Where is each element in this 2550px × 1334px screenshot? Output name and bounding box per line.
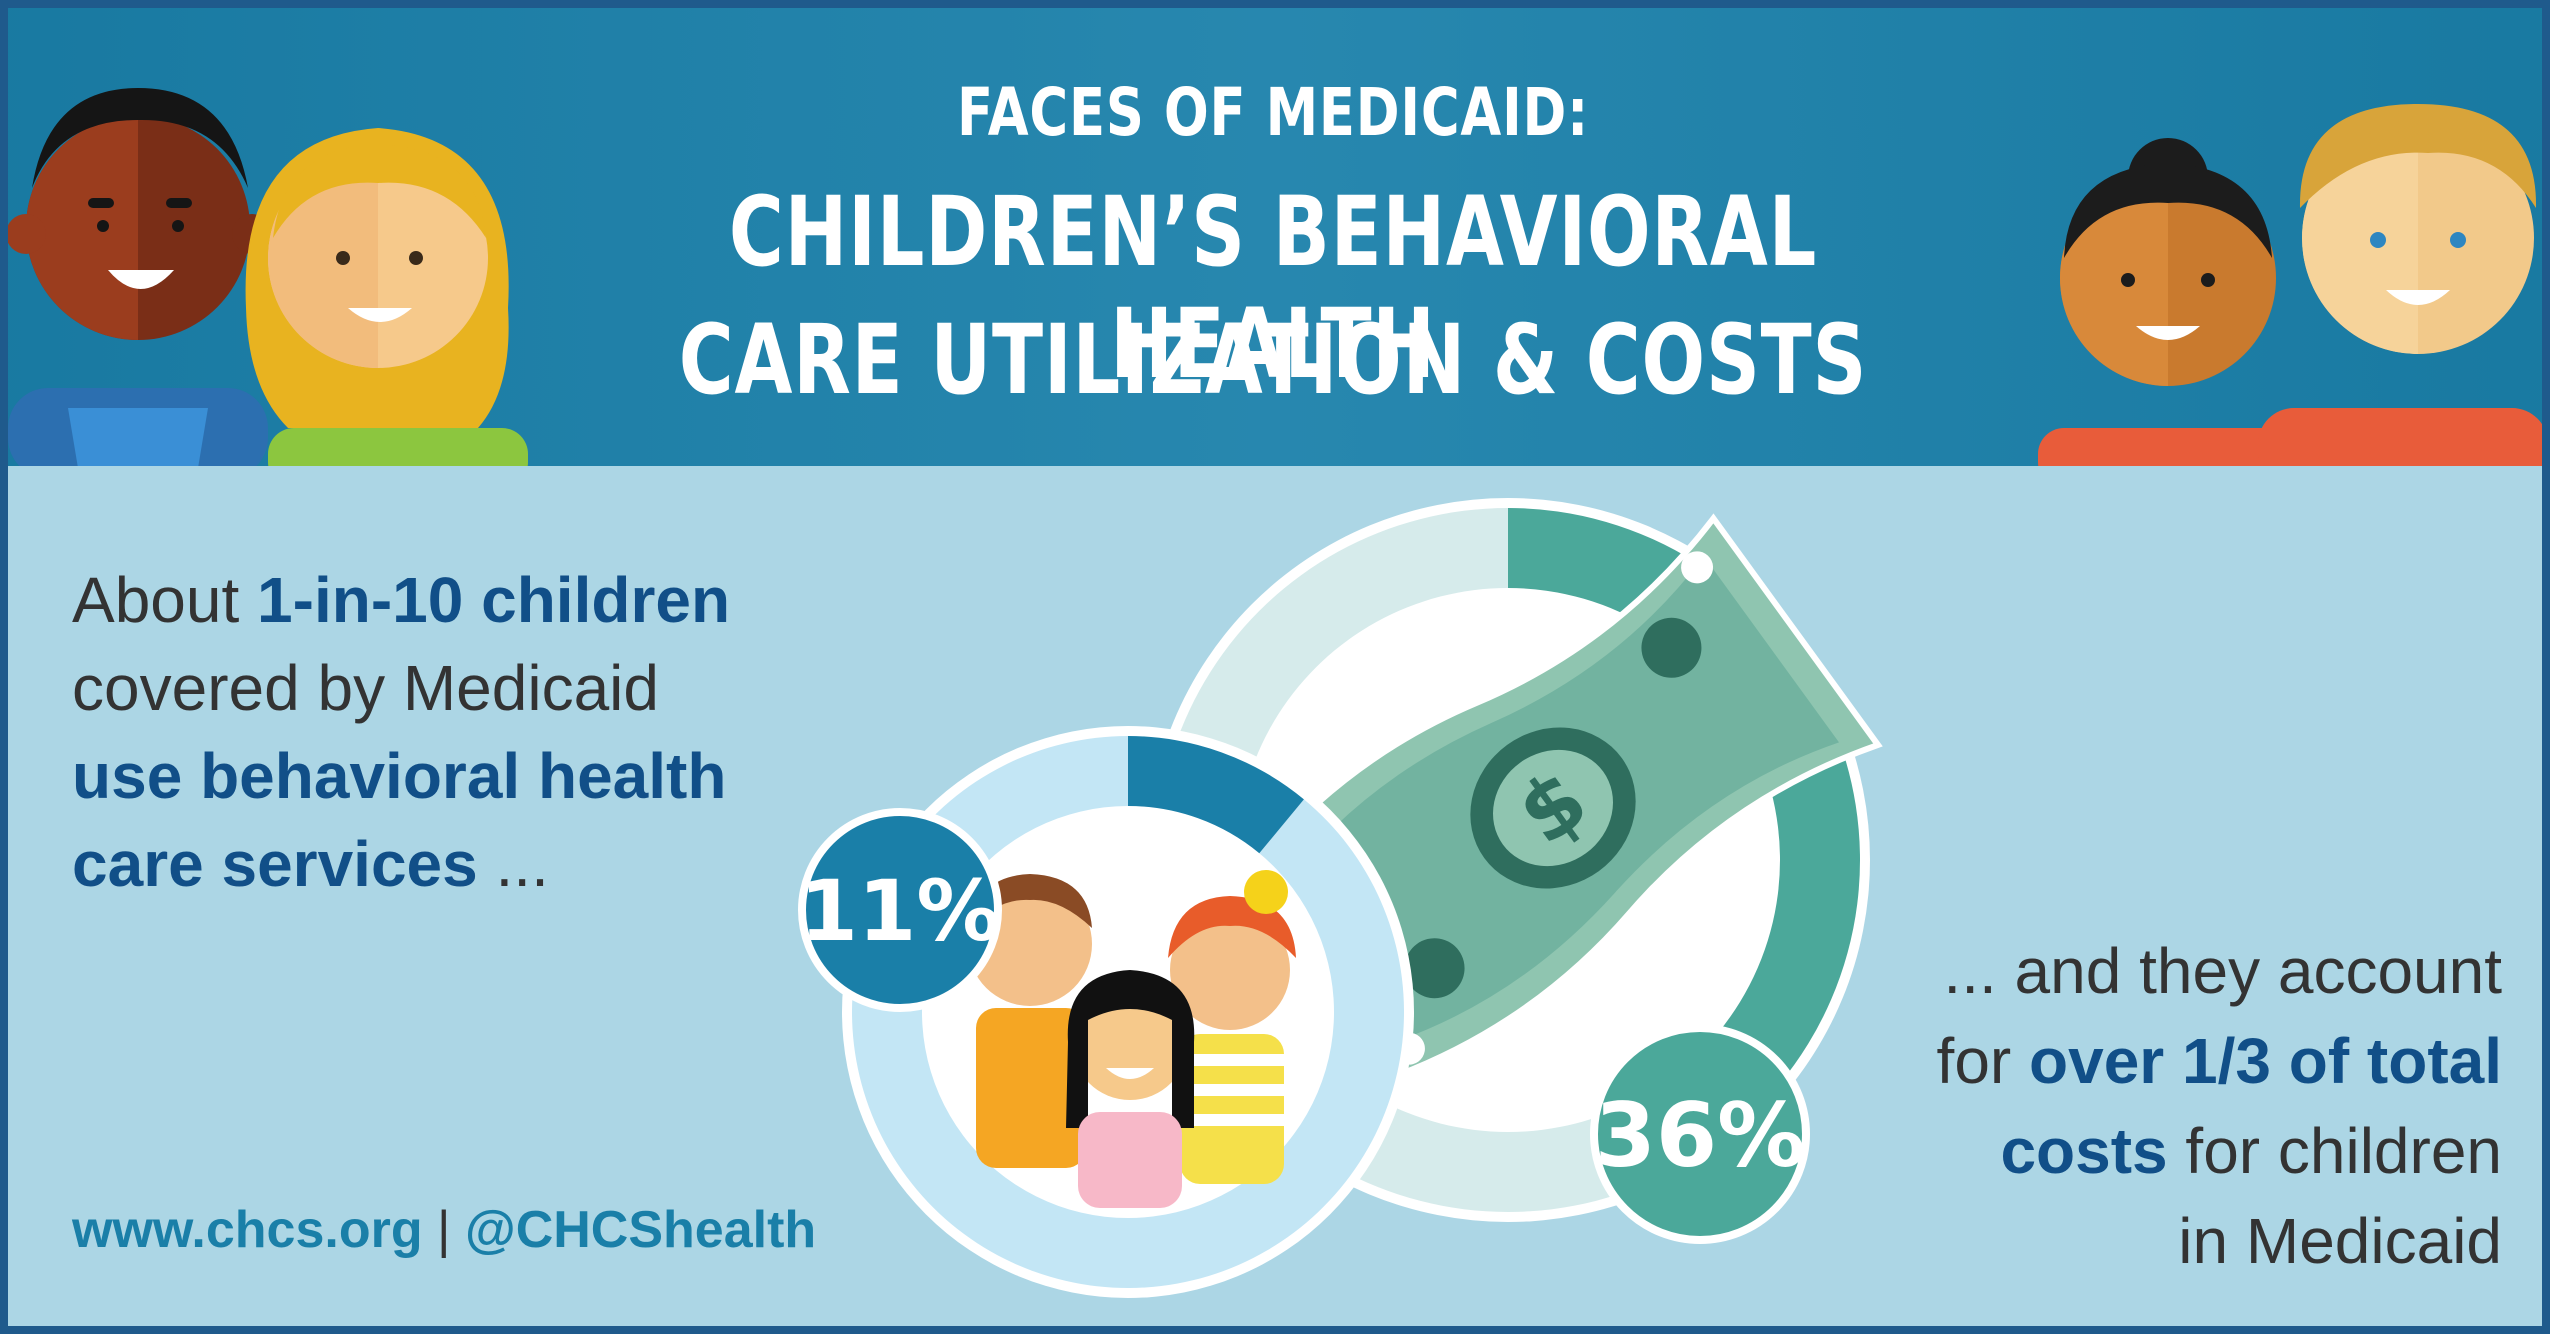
right-line-4: in Medicaid: [2178, 1205, 2502, 1277]
title-line-3: CARE UTILIZATION & COSTS: [678, 304, 1868, 416]
donut-charts: $ 36%: [798, 498, 1883, 1298]
title-line-2: CHILDREN’S BEHAVIORAL HEALTH: [728, 176, 1818, 400]
boy-blond-avatar-icon: [2258, 104, 2542, 466]
girl-brown-avatar-icon: [2038, 138, 2298, 466]
left-line-2: covered by Medicaid: [72, 652, 659, 724]
title-line-1: FACES OF MEDICAID:: [956, 74, 1590, 151]
girl-blonde-avatar-icon: [245, 128, 528, 466]
children-donut-slice: [1128, 736, 1304, 854]
cost-percent-label: 36%: [1595, 1084, 1806, 1187]
left-line-3: use behavioral health: [72, 740, 727, 812]
left-statement: About 1-in-10 children covered by Medica…: [72, 556, 972, 908]
right-line-1: ... and they account: [1943, 935, 2502, 1007]
children-donut-chart: 11%: [798, 726, 1414, 1298]
right-line-2: for over 1/3 of total: [1936, 1025, 2502, 1097]
right-statement: ... and they account for over 1/3 of tot…: [1708, 926, 2502, 1286]
boy-dark-avatar-icon: [8, 88, 272, 466]
header-illustration: [8, 88, 2542, 466]
right-line-3: costs for children: [2000, 1115, 2502, 1187]
footer-separator: |: [422, 1201, 465, 1259]
children-percent-label: 11%: [799, 862, 1000, 960]
social-handle-link[interactable]: @CHCShealth: [465, 1201, 817, 1259]
website-link[interactable]: www.chcs.org: [72, 1201, 423, 1259]
children-group-icon: [968, 870, 1296, 1208]
cost-percent-badge: [1590, 1024, 1810, 1244]
infographic-frame: FACES OF MEDICAID: CHILDREN’S BEHAVIORAL…: [8, 8, 2542, 1326]
left-line-1: About 1-in-10 children: [72, 564, 731, 636]
children-percent-badge: [798, 808, 1002, 1012]
footer-links: www.chcs.org | @CHCShealth: [72, 1200, 816, 1260]
header-banner: FACES OF MEDICAID: CHILDREN’S BEHAVIORAL…: [8, 8, 2542, 466]
left-line-4: care services ...: [72, 828, 549, 900]
